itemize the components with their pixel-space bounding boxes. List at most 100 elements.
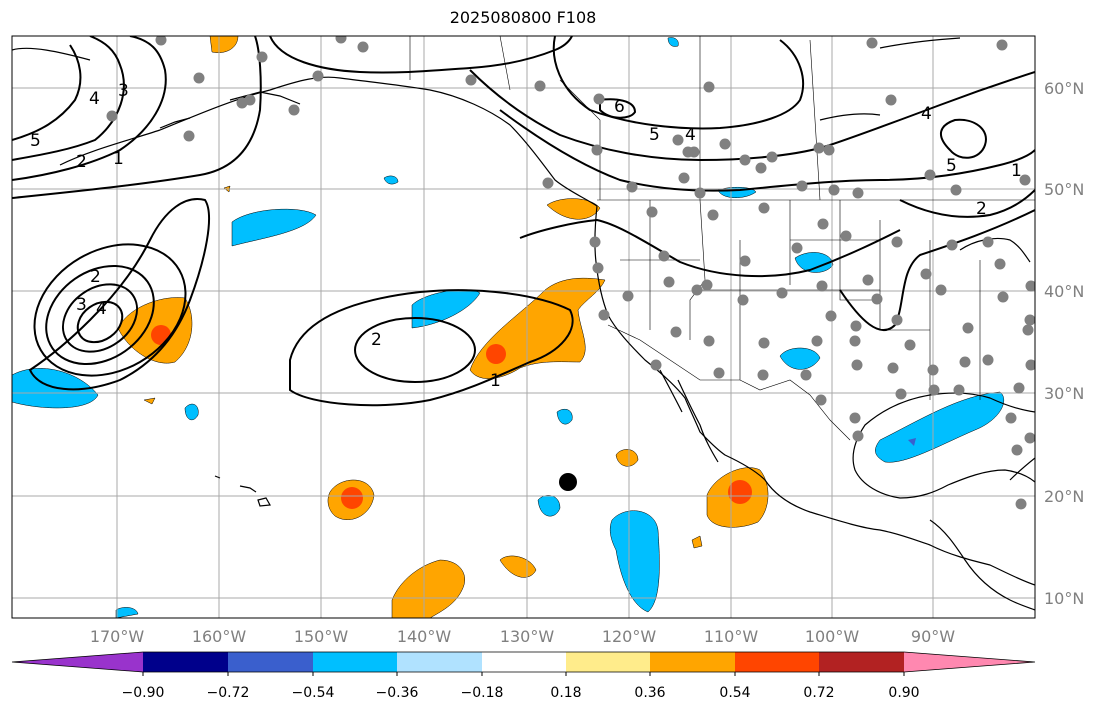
red-anomaly-core (728, 480, 752, 504)
station-dot (791, 242, 803, 254)
station-dot (193, 72, 205, 84)
station-dot (1011, 444, 1023, 456)
station-dot (1025, 359, 1035, 371)
blue-anomaly (115, 607, 139, 618)
station-dot (862, 274, 874, 286)
contour-label: 2 (371, 330, 382, 350)
station-dot (815, 394, 827, 406)
station-dot (534, 80, 546, 92)
station-dot (817, 218, 829, 230)
station-dot (1019, 174, 1031, 186)
lon-label: 120°W (602, 627, 657, 646)
station-dot (928, 384, 940, 396)
longitude-labels: 170°W 160°W 150°W 140°W 130°W 120°W 110°… (90, 627, 955, 646)
station-dot (650, 359, 662, 371)
station-dot (1024, 314, 1035, 326)
station-dot (982, 354, 994, 366)
map-title: 2025080800 F108 (449, 8, 597, 27)
station-dot (1005, 412, 1017, 424)
blue-anomaly (667, 37, 679, 47)
map-frame (11, 35, 1036, 619)
blue-anomaly (383, 175, 399, 185)
colorbar-tick-label: −0.72 (207, 685, 250, 701)
colorbar-tick-label: 0.72 (803, 685, 834, 701)
station-dot (357, 41, 369, 53)
station-dot (591, 144, 603, 156)
station-dot (776, 287, 788, 299)
colorbar-segment (819, 652, 904, 672)
colorbar-tick-label: 0.18 (550, 685, 581, 701)
lon-label: 90°W (911, 627, 955, 646)
station-dot (691, 284, 703, 296)
contour-label: 4 (89, 89, 100, 109)
station-dot (592, 262, 604, 274)
lon-label: 110°W (704, 627, 759, 646)
station-dot (796, 180, 808, 192)
station-dot (904, 339, 916, 351)
station-dot (962, 322, 974, 334)
station-dot (891, 236, 903, 248)
contour-label: 2 (976, 199, 987, 219)
lat-label: 20°N (1044, 487, 1084, 506)
contour-label: 5 (946, 156, 957, 176)
station-dot (825, 310, 837, 322)
station-dot (851, 359, 863, 371)
contour-label: 3 (76, 295, 87, 315)
colorbar-segment (228, 652, 313, 672)
blue-anomaly (779, 347, 821, 370)
storm-center-marker (559, 473, 577, 491)
station-dot (737, 294, 749, 306)
station-dot (1013, 382, 1025, 394)
station-dots (106, 36, 1035, 510)
colorbar-segment (313, 652, 397, 672)
station-dot (739, 154, 751, 166)
colorbar-segment (397, 652, 482, 672)
colorbar-tick-label: −0.90 (122, 685, 165, 701)
orange-anomaly (391, 559, 465, 618)
station-dot (236, 97, 248, 109)
station-dot (713, 367, 725, 379)
colorbar-extend-high (904, 652, 1035, 672)
station-dot (106, 110, 118, 122)
lon-label: 100°W (805, 627, 860, 646)
lat-label: 60°N (1044, 79, 1084, 98)
contour-label: 5 (649, 125, 660, 145)
lon-label: 130°W (500, 627, 555, 646)
colorbar-tick-label: −0.36 (376, 685, 419, 701)
station-dot (589, 236, 601, 248)
station-dot (871, 293, 883, 305)
station-dot (598, 309, 610, 321)
station-dot (816, 280, 828, 292)
station-dot (953, 384, 965, 396)
station-dot (757, 369, 769, 381)
station-dot (924, 169, 936, 181)
station-dot (840, 230, 852, 242)
station-dot (672, 134, 684, 146)
blue-anomaly (184, 403, 199, 421)
orange-anomaly (143, 397, 156, 405)
station-dot (849, 335, 861, 347)
station-dot (678, 172, 690, 184)
station-dot (739, 255, 751, 267)
station-dot (658, 250, 670, 262)
colorbar-tick-label: −0.54 (292, 685, 335, 701)
station-dot (646, 206, 658, 218)
station-dot (1024, 432, 1035, 444)
station-dot (850, 320, 862, 332)
station-dot (670, 326, 682, 338)
graticule (12, 36, 1035, 618)
station-dot (288, 104, 300, 116)
dark-blue-anomaly (908, 438, 916, 446)
station-dot (1025, 280, 1035, 292)
station-dot (866, 37, 878, 49)
station-dot (982, 236, 994, 248)
station-dot (823, 144, 835, 156)
station-dot (719, 138, 731, 150)
orange-anomaly (691, 535, 703, 549)
contour-label: 1 (1011, 161, 1022, 181)
lat-label: 40°N (1044, 282, 1084, 301)
station-dot (694, 187, 706, 199)
lat-label: 10°N (1044, 589, 1084, 608)
station-dot (703, 81, 715, 93)
contour-label: 1 (490, 371, 501, 391)
